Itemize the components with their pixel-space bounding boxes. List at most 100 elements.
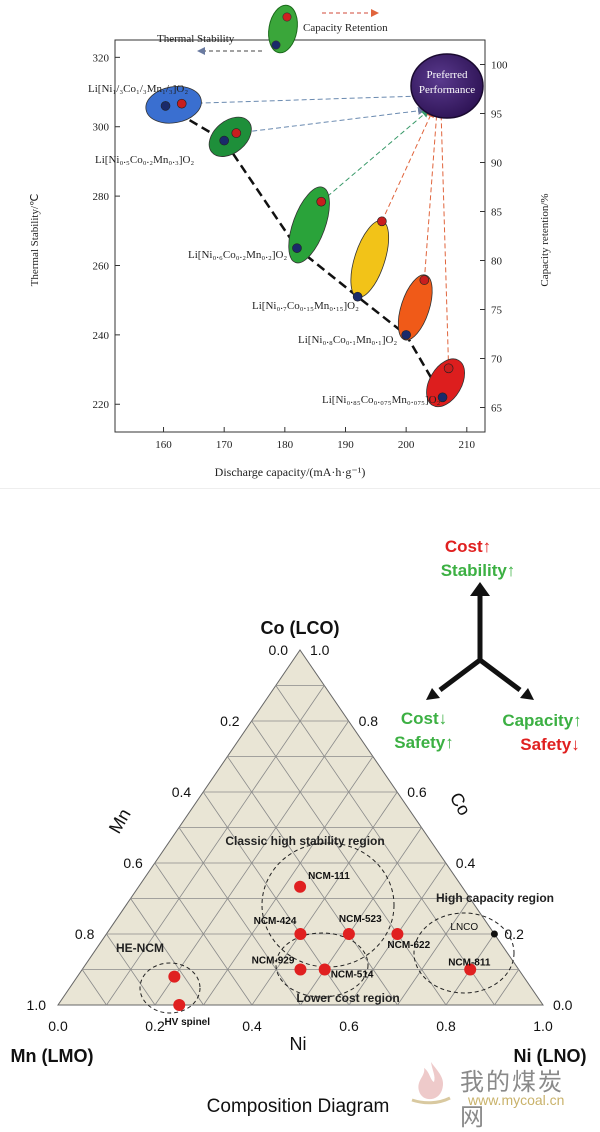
y-tick-label: 240 xyxy=(93,330,110,342)
thermal-stability-point xyxy=(160,101,171,111)
y-right-tick-label: 65 xyxy=(491,403,503,415)
mn-tick-label: 0.6 xyxy=(123,855,143,871)
thermal-stability-point xyxy=(437,392,448,403)
grid-line xyxy=(81,969,107,1006)
material-ellipse xyxy=(350,220,390,298)
preferred-performance-target: Preferred Performance xyxy=(410,53,484,119)
composition-point xyxy=(173,999,186,1011)
x-tick-label: 190 xyxy=(337,439,354,451)
axis-title-ni: Ni xyxy=(290,1034,307,1054)
y-tick-label: 320 xyxy=(93,52,110,64)
watermark-text: 我的煤炭网 xyxy=(460,1068,564,1131)
material-marker xyxy=(145,86,202,124)
y-right-tick-label: 85 xyxy=(491,207,503,219)
region-label: HE-NCM xyxy=(116,941,164,955)
y-right-tick-label: 95 xyxy=(491,109,503,121)
composition-point xyxy=(464,963,477,976)
property-arrows xyxy=(426,582,534,700)
y-axis-title: Thermal Stability/℃ xyxy=(29,194,41,287)
thermal-stability-point xyxy=(219,135,229,146)
x-tick-label: 160 xyxy=(155,439,172,451)
grid-line xyxy=(227,756,398,1006)
material-marker xyxy=(208,116,252,157)
legend-left-safety: Safety↑ xyxy=(394,733,454,752)
composition-point-label: NCM-424 xyxy=(254,916,297,927)
composition-point-label: NCM-929 xyxy=(252,956,295,967)
grid-line xyxy=(130,898,204,1006)
legend-capacity-retention: Capacity Retention xyxy=(303,22,388,34)
y-right-tick-label: 75 xyxy=(491,305,503,317)
lnco-label: LNCO xyxy=(450,922,478,933)
material-ellipse xyxy=(145,86,202,124)
vertex-right-label: Ni (LNO) xyxy=(514,1046,587,1066)
y-axis-title-right: Capacity retention/% xyxy=(539,193,551,286)
axis-title-mn: Mn xyxy=(105,805,135,837)
material-label: Li[Ni₁/₃Co₁/₃Mn₁/₃]O₂ xyxy=(88,83,188,95)
region-label: Lower cost region xyxy=(296,991,399,1005)
material-ellipse xyxy=(208,116,252,157)
legend-left-cost: Cost↓ xyxy=(401,709,447,728)
composition-point-label: NCM-811 xyxy=(448,958,491,969)
diagram-title: Composition Diagram xyxy=(207,1096,390,1117)
mn-tick-label: 1.0 xyxy=(27,997,47,1013)
co-tick-label: 0.4 xyxy=(456,855,476,871)
material-marker xyxy=(426,358,465,408)
material-label: Li[Ni₀.₅Co₀.₂Mn₀.₃]O₂ xyxy=(95,154,194,166)
composition-point xyxy=(168,970,181,983)
material-label: Li[Ni₀.₈Co₀.₁Mn₀.₁]O₂ xyxy=(298,334,397,346)
capacity-retention-point xyxy=(377,216,387,227)
material-label: Li[Ni₀.₈₅Co₀.₀₇₅Mn₀.₀₇₅]O₂ xyxy=(322,394,441,406)
ni-tick-label: 0.8 xyxy=(436,1018,456,1034)
axis-title-co: Co xyxy=(446,789,475,819)
y-right-tick-label: 80 xyxy=(491,256,503,268)
y-right-tick-label: 70 xyxy=(491,354,503,366)
y-tick-label: 220 xyxy=(93,399,110,411)
ni-tick-label: 0.2 xyxy=(145,1018,165,1034)
grid-line xyxy=(154,862,253,1006)
region-label: High capacity region xyxy=(436,891,554,905)
legend-up-stability: Stability↑ xyxy=(441,561,516,580)
capacity-retention-point xyxy=(176,98,187,109)
composition-point xyxy=(294,928,307,940)
capacity-retention-point xyxy=(419,275,430,285)
legend-up-cost: Cost↑ xyxy=(445,537,491,556)
retention-arrow xyxy=(181,92,422,105)
retention-arrow xyxy=(320,109,430,203)
y-right-tick-label: 100 xyxy=(491,60,508,72)
composition-point-label: NCM-514 xyxy=(331,970,374,981)
figure-separator xyxy=(0,488,600,489)
material-ellipse xyxy=(426,358,465,408)
legend-thermal-stability: Thermal Stability xyxy=(157,33,235,45)
thermal-stability-point xyxy=(292,243,302,253)
ni-tick-label: 0.6 xyxy=(339,1018,359,1034)
x-tick-label: 170 xyxy=(216,439,233,451)
ni-tick-label: 0.0 xyxy=(48,1018,68,1034)
co-tick-label: 0.0 xyxy=(553,997,573,1013)
legend-right-capacity: Capacity↑ xyxy=(502,711,581,730)
co-tick-label: 0.6 xyxy=(407,784,427,800)
material-label: Li[Ni₀.₆Co₀.₂Mn₀.₂]O₂ xyxy=(188,249,287,261)
x-tick-label: 200 xyxy=(398,439,415,451)
retention-arrow xyxy=(236,106,426,134)
watermark: 我的煤炭网 www.mycoal.cn xyxy=(408,1056,588,1131)
lnco-point xyxy=(490,930,498,938)
y-right-tick-label: 90 xyxy=(491,158,503,170)
capacity-retention-point xyxy=(231,128,242,138)
capacity-retention-point xyxy=(443,363,454,374)
grid-line xyxy=(275,685,495,1006)
region-boundary xyxy=(275,932,369,998)
mn-tick-label: 0.8 xyxy=(75,926,95,942)
x-tick-label: 180 xyxy=(277,439,294,451)
composition-point xyxy=(318,963,331,976)
grid-line xyxy=(178,827,301,1006)
composition-diagram: 0.0 0.2 0.4 0.6 0.8 1.00.00.20.40.60.81.01.00… xyxy=(11,537,587,1117)
material-marker xyxy=(350,216,390,302)
legend-ellipse xyxy=(268,4,298,54)
thermal-stability-point xyxy=(401,330,411,340)
retention-arrow xyxy=(423,109,441,281)
y-tick-label: 260 xyxy=(93,260,110,272)
material-marker xyxy=(397,274,433,341)
co-tick-label: 0.8 xyxy=(359,713,379,729)
plot-frame xyxy=(114,39,486,433)
watermark-logo-icon xyxy=(411,1062,451,1105)
